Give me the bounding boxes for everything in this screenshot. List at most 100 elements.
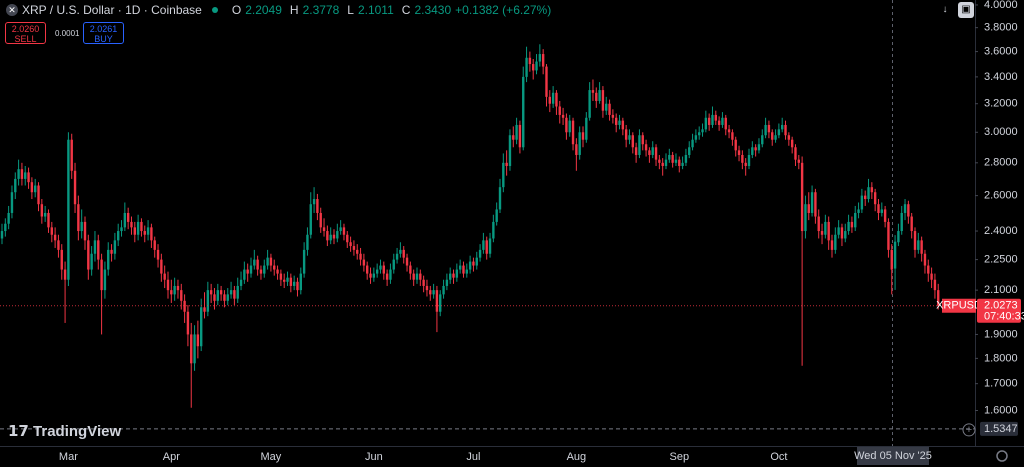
candle-body [482,240,485,250]
candle-body [754,147,757,151]
candle-body [877,204,880,213]
buy-button[interactable]: 2.0261 BUY [83,22,124,44]
candle-body [492,221,495,239]
y-tick-label: 2.2500 [984,254,1018,266]
y-tick-label: 1.9000 [984,328,1018,340]
candle-body [439,294,442,312]
candle-body [472,261,475,266]
candle-body [807,204,810,213]
candle-body [209,290,213,295]
y-tick-label: 4.0000 [984,0,1018,11]
candle-body [87,240,90,270]
candle-body [721,117,724,125]
candle-body [289,277,293,286]
candle-body [223,294,226,301]
y-tick-label: 3.0000 [984,126,1018,138]
candle-body [239,279,243,286]
candle-body [771,132,774,140]
candle-body [130,221,133,228]
candle-body [867,187,870,200]
fullscreen-button[interactable]: ▣ [958,2,974,18]
candle-body [402,249,405,258]
ohlc-key: C [401,3,411,17]
candle-body [684,154,688,163]
candle-body [266,257,269,266]
candle-body [698,132,701,136]
candle-body [34,185,37,193]
countdown: 07:40:33 [984,311,1024,323]
candle-body [757,144,761,151]
candle-body [538,54,542,62]
candle-body [910,216,913,232]
candle-body [462,265,465,274]
candle-body [834,234,837,250]
candle-body [0,231,4,239]
x-tick-label: Aug [567,451,587,463]
y-tick-label: 2.6000 [984,190,1018,202]
candle-body [678,159,681,166]
candle-body [820,231,824,235]
candle-body [77,204,80,232]
candle-body [429,290,432,295]
candle-body [83,221,87,241]
x-tick-label: Jun [365,451,383,463]
candle-body [555,92,558,107]
candle-body [70,139,73,171]
candle-body [356,249,359,254]
candle-body [840,227,844,239]
candle-body [468,261,472,270]
y-tick-label: 1.7000 [984,378,1018,390]
last-price: 2.0273 [984,300,1018,312]
candle-body [528,57,532,65]
candle-body [741,154,744,163]
candle-body [73,170,77,205]
candle-body [146,227,150,235]
candle-body [200,307,203,347]
candle-body [688,147,691,155]
market-status [211,7,218,13]
candle-body [624,129,628,140]
candle-body [366,265,369,274]
candle-body [156,249,160,260]
candle-body [375,269,379,274]
candle-body [717,120,721,125]
buy-price: 2.0261 [89,24,118,34]
candle-body [136,221,140,235]
scroll-button[interactable]: ↓ [942,4,948,15]
close-icon[interactable]: ✕ [6,4,18,16]
y-tick-label: 3.4000 [984,71,1018,83]
candle-body [312,199,316,205]
candle-body [123,212,127,228]
candle-body [747,154,751,166]
candle-body [797,159,800,163]
candle-body [880,209,883,213]
candle-body [478,249,482,258]
sell-button[interactable]: 2.0260 SELL [5,22,46,44]
candle-body [615,117,618,125]
candle-body [27,172,30,183]
price-axis-bg [975,0,1024,447]
candle-body [814,192,817,217]
candle-body [824,221,827,235]
candle-body [644,144,648,151]
candle-body [190,334,193,364]
candle-body [14,178,17,193]
candle-body [767,124,771,133]
candle-body [339,227,342,232]
candle-body [4,223,7,232]
candle-body [100,259,103,291]
ohlc-key: O [231,3,242,17]
candle-body [488,238,492,254]
candle-body [847,221,850,232]
candle-body [359,253,362,260]
candle-body [525,57,528,77]
candle-body [143,231,146,235]
ohlc-value: 2.3430 [414,3,452,17]
candle-body [233,290,236,299]
candle-body [873,192,877,205]
candle-body [565,117,568,133]
candle-body [43,212,47,217]
candle-body [432,290,435,295]
candle-body [711,114,714,125]
x-tick-label: Mar [59,451,78,463]
